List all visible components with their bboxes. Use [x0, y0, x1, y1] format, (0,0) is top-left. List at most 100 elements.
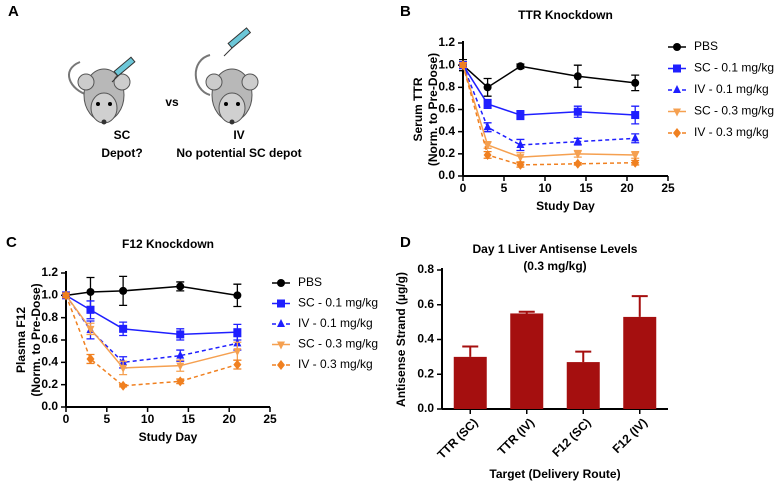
legend-marker	[277, 341, 285, 350]
legend-label: SC - 0.1 mg/kg	[298, 296, 378, 310]
marker	[176, 362, 185, 371]
x-tick-label: 0	[63, 412, 70, 426]
panel-letter: B	[400, 3, 411, 20]
chart-subtitle: (0.3 mg/kg)	[523, 259, 586, 273]
marker	[483, 149, 492, 160]
legend-marker	[277, 360, 285, 370]
y-tick-label: 0.4	[438, 124, 455, 138]
bar	[510, 313, 544, 409]
chart-title: F12 Knockdown	[122, 237, 214, 251]
legend-label: SC - 0.3 mg/kg	[298, 337, 378, 351]
legend-label: PBS	[298, 275, 322, 289]
marker	[459, 60, 467, 71]
marker	[86, 353, 95, 364]
y-tick-label: 1.2	[438, 35, 455, 49]
legend-marker	[673, 108, 681, 117]
sc-label: SC	[114, 128, 131, 142]
x-axis-label: Study Day	[536, 199, 595, 213]
marker	[483, 99, 492, 108]
marker	[86, 287, 95, 296]
error-bar	[575, 350, 592, 363]
y-tick-label: 0.0	[41, 399, 58, 413]
x-tick-label: 15	[182, 412, 196, 426]
y-tick-label: 0.2	[438, 146, 455, 160]
x-tick-label: 25	[661, 181, 675, 195]
marker	[516, 159, 525, 170]
marker	[483, 122, 492, 131]
legend-marker	[673, 85, 681, 93]
marker	[233, 291, 242, 300]
marker	[119, 364, 128, 373]
legend-label: IV - 0.1 mg/kg	[298, 316, 373, 330]
legend-marker	[673, 128, 681, 138]
chart-panel: 0.0 0.2 0.4 0.6 0.8 1.0 1.2 Plasma F12 (Norm. to…	[6, 234, 378, 444]
marker	[233, 348, 242, 357]
marker	[233, 328, 242, 337]
y-tick-label: 0.6	[438, 102, 455, 116]
y-tick-label: 1.0	[438, 57, 455, 71]
marker	[176, 350, 185, 359]
marker	[516, 139, 525, 148]
iv-label: IV	[233, 128, 244, 142]
series-line	[65, 295, 238, 387]
y-tick-label: 0.8	[438, 80, 455, 94]
y-tick-label: 1.0	[41, 288, 58, 302]
marker	[631, 133, 640, 142]
error-bar	[462, 345, 479, 357]
y-axis-label: Antisense Strand (µg/g)	[394, 272, 408, 407]
marker	[233, 359, 242, 370]
y-axis-label: Serum TTR	[411, 77, 425, 141]
panel-letter: A	[8, 3, 19, 20]
legend-marker	[277, 319, 285, 327]
y-tick-label: 0.4	[417, 332, 434, 346]
marker	[573, 158, 582, 169]
error-bar	[518, 310, 535, 314]
marker	[631, 111, 640, 120]
marker	[119, 324, 128, 333]
marker	[573, 150, 582, 159]
marker	[516, 62, 525, 71]
y-tick-label: 0.2	[41, 377, 58, 391]
x-tick-label: 0	[460, 181, 467, 195]
iv-note: No potential SC depot	[176, 146, 301, 160]
chart-panel: 0.0 0.2 0.4 0.6 0.8 1.0 1.2 Serum TTR (Norm. to …	[400, 3, 774, 213]
y-tick-label: 0.6	[417, 297, 434, 311]
marker	[86, 325, 95, 334]
legend-label: IV - 0.1 mg/kg	[694, 82, 769, 96]
mouse-iv	[194, 27, 259, 125]
x-tick-label: 20	[620, 181, 634, 195]
marker	[176, 330, 185, 339]
marker	[573, 136, 582, 145]
y-tick-label: 0.2	[417, 366, 434, 380]
legend-marker	[277, 279, 285, 287]
sc-note: Depot?	[101, 146, 142, 160]
bar	[453, 356, 487, 409]
x-tick-label: 5	[501, 181, 508, 195]
legend-marker	[277, 299, 285, 308]
y-tick-label: 0.6	[41, 332, 58, 346]
bar	[623, 316, 657, 409]
marker	[516, 111, 525, 120]
marker	[62, 290, 70, 301]
panel-a: A vs SC Depot? IV No pot	[8, 3, 302, 160]
y-axis-label: (Norm. to Pre-Dose)	[426, 53, 440, 166]
y-tick-label: 0.0	[417, 401, 434, 415]
x-tick-label: 5	[103, 412, 110, 426]
legend-label: SC - 0.3 mg/kg	[694, 104, 774, 118]
x-tick-label: F12 (SC)	[549, 415, 593, 459]
legend-label: PBS	[694, 39, 718, 53]
marker	[631, 157, 640, 168]
marker	[176, 376, 185, 387]
y-tick-label: 0.8	[417, 262, 434, 276]
x-tick-label: TTR (SC)	[434, 415, 480, 461]
legend-marker	[673, 43, 681, 51]
chart-panel: 0.0 0.2 0.4 0.6 0.8 Antisense Strand (µg/g) D D…	[394, 234, 668, 481]
x-tick-label: TTR (IV)	[495, 415, 537, 457]
marker	[573, 107, 582, 116]
marker	[631, 151, 640, 160]
x-tick-label: 25	[263, 412, 277, 426]
marker	[176, 282, 185, 291]
x-axis-label: Study Day	[139, 430, 198, 444]
x-tick-label: 15	[579, 181, 593, 195]
y-tick-label: 0.4	[41, 355, 58, 369]
